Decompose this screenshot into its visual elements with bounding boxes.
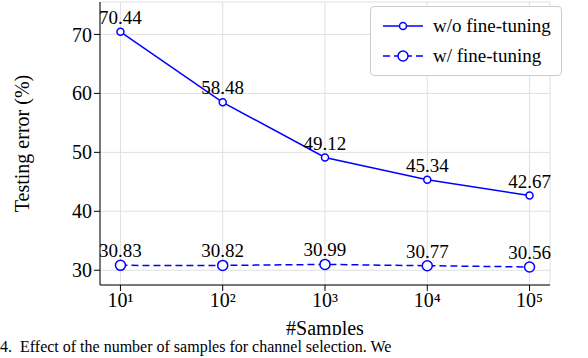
svg-text:10⁴: 10⁴ <box>414 289 441 311</box>
svg-text:40: 40 <box>72 200 92 222</box>
svg-text:60: 60 <box>72 82 92 104</box>
svg-text:30.56: 30.56 <box>508 242 551 263</box>
html-text:w/o fine-tuning: w/o fine-tuning <box>433 15 551 36</box>
svg-text:30.77: 30.77 <box>406 241 449 262</box>
html-text:w/ fine-tuning: w/ fine-tuning <box>433 45 542 66</box>
svg-text:30.82: 30.82 <box>201 240 244 261</box>
svg-text:10¹: 10¹ <box>107 289 133 311</box>
svg-text:50: 50 <box>72 141 92 163</box>
svg-text:70.44: 70.44 <box>99 7 142 28</box>
svg-text:30: 30 <box>72 259 92 281</box>
svg-text:45.34: 45.34 <box>406 155 449 176</box>
svg-text:30.99: 30.99 <box>304 239 347 260</box>
svg-text:10²: 10² <box>210 289 236 311</box>
svg-text:#Samples: #Samples <box>286 317 364 335</box>
svg-text:49.12: 49.12 <box>304 133 347 154</box>
html-text:4. Effect of the number of sam: 4. Effect of the number of samples for c… <box>0 338 392 355</box>
svg-text:Testing error (%): Testing error (%) <box>11 75 34 212</box>
svg-text:70: 70 <box>72 24 92 46</box>
svg-text:10⁵: 10⁵ <box>516 289 543 311</box>
svg-text:58.48: 58.48 <box>201 77 244 98</box>
svg-text:42.67: 42.67 <box>508 171 551 192</box>
svg-text:10³: 10³ <box>312 289 338 311</box>
svg-text:30.83: 30.83 <box>99 240 142 261</box>
